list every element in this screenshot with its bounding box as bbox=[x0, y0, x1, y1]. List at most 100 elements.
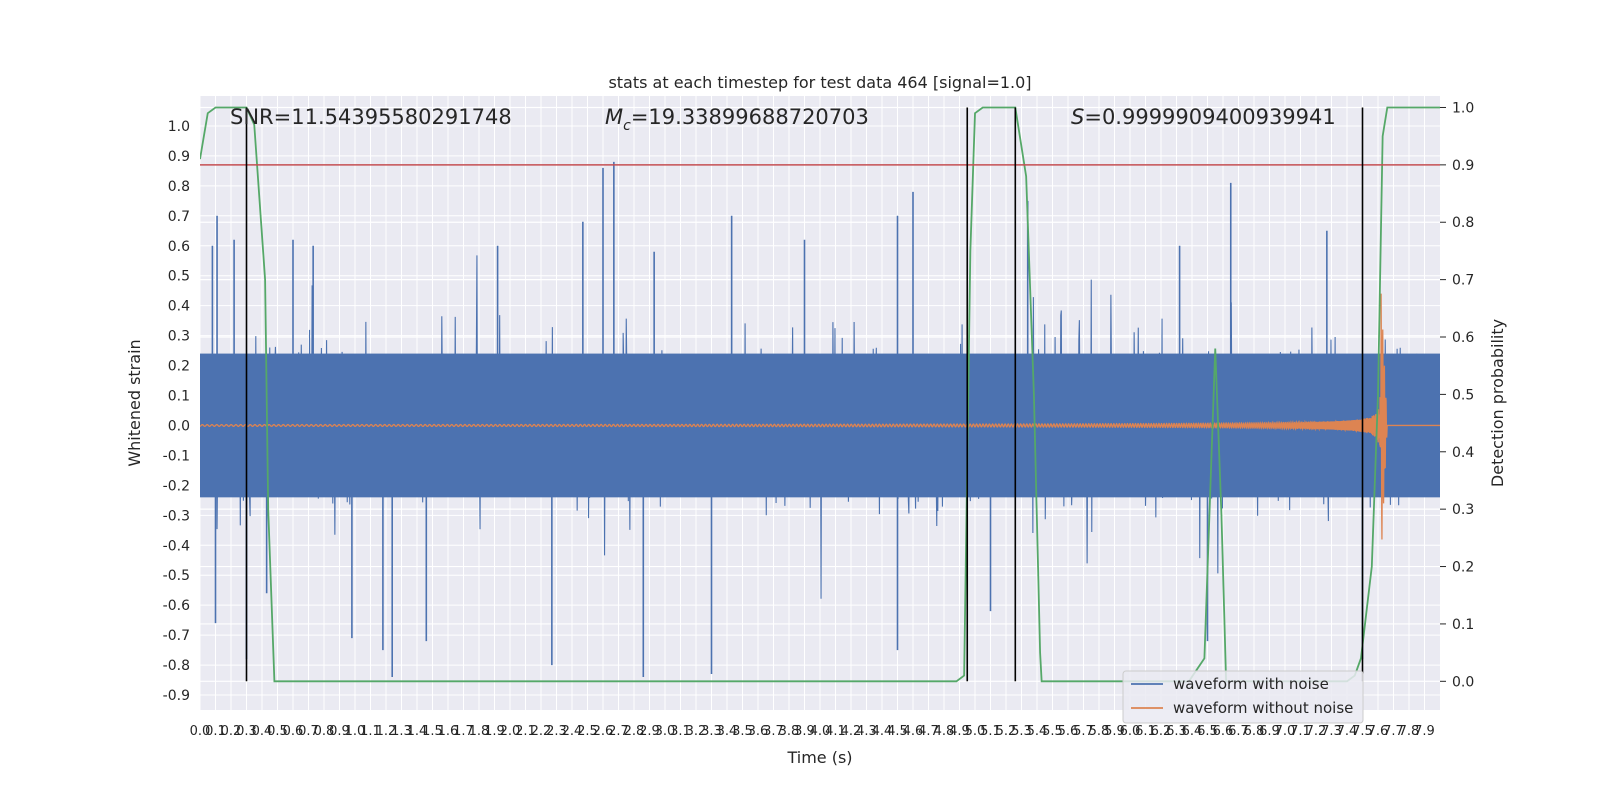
y-tick-label-left: 0.7 bbox=[168, 209, 190, 225]
x-tick-label: 4.5 bbox=[887, 724, 908, 739]
x-tick-label: 5.6 bbox=[1058, 724, 1079, 739]
y-tick-label-left: -0.5 bbox=[163, 568, 190, 584]
score-value: =0.9999909400939941 bbox=[1084, 105, 1335, 129]
x-tick-label: 2.6 bbox=[593, 724, 614, 739]
detection-probability-series bbox=[200, 106, 1440, 683]
legend-label-clean: waveform without noise bbox=[1173, 699, 1353, 717]
x-tick-label: 6.8 bbox=[1244, 724, 1265, 739]
x-tick-label: 5.9 bbox=[1104, 724, 1125, 739]
y-tick-label-left: -0.9 bbox=[163, 688, 190, 704]
x-tick-label: 0.8 bbox=[314, 724, 335, 739]
x-tick-label: 4.8 bbox=[934, 724, 955, 739]
y-tick-label-left: 0.8 bbox=[168, 179, 190, 195]
x-tick-label: 7.6 bbox=[1368, 724, 1389, 739]
x-tick-label: 2.4 bbox=[562, 724, 583, 739]
x-tick-label: 1.8 bbox=[469, 724, 490, 739]
x-tick-label: 2.2 bbox=[531, 724, 552, 739]
y-tick-label-right: 1.0 bbox=[1452, 100, 1474, 116]
x-tick-label: 6.6 bbox=[1213, 724, 1234, 739]
y-tick-label-left: -0.6 bbox=[163, 598, 190, 614]
x-tick-label: 2.5 bbox=[577, 724, 598, 739]
y-tick-label-left: -0.3 bbox=[163, 508, 190, 524]
x-tick-label: 0.0 bbox=[190, 724, 211, 739]
x-tick-label: 3.7 bbox=[763, 724, 784, 739]
y-tick-label-left: 0.2 bbox=[168, 359, 190, 375]
x-tick-label: 0.6 bbox=[283, 724, 304, 739]
y-tick-label-left: -0.4 bbox=[163, 538, 190, 554]
x-tick-label: 3.6 bbox=[748, 724, 769, 739]
x-tick-label: 4.4 bbox=[872, 724, 893, 739]
x-tick-label: 4.2 bbox=[841, 724, 862, 739]
x-tick-label: 5.3 bbox=[1011, 724, 1032, 739]
x-axis-ticks: 0.00.10.20.30.40.50.60.70.80.91.01.11.21… bbox=[190, 724, 1435, 739]
x-tick-label: 5.1 bbox=[980, 724, 1001, 739]
x-tick-label: 3.1 bbox=[670, 724, 691, 739]
y-tick-label-right: 0.2 bbox=[1452, 560, 1474, 576]
x-tick-label: 2.9 bbox=[639, 724, 660, 739]
x-tick-label: 1.6 bbox=[438, 724, 459, 739]
y-tick-label-left: 1.0 bbox=[168, 119, 190, 135]
x-tick-label: 5.7 bbox=[1073, 724, 1094, 739]
y-tick-label-left: 0.4 bbox=[168, 299, 190, 315]
score-annotation: S=0.9999909400939941 bbox=[1071, 105, 1336, 129]
score-symbol: S bbox=[1071, 105, 1084, 129]
x-tick-label: 2.7 bbox=[608, 724, 629, 739]
y-tick-label-left: 0.9 bbox=[168, 149, 190, 165]
x-tick-label: 3.0 bbox=[655, 724, 676, 739]
y-tick-label-right: 0.6 bbox=[1452, 330, 1474, 346]
x-tick-label: 0.1 bbox=[205, 724, 226, 739]
x-tick-label: 5.5 bbox=[1042, 724, 1063, 739]
x-tick-label: 6.9 bbox=[1259, 724, 1280, 739]
x-tick-label: 3.4 bbox=[717, 724, 738, 739]
chart-title: stats at each timestep for test data 464… bbox=[608, 73, 1031, 92]
y-axis-label-left: Whitened strain bbox=[125, 339, 144, 466]
x-tick-label: 7.7 bbox=[1383, 724, 1404, 739]
x-tick-label: 6.1 bbox=[1135, 724, 1156, 739]
y-tick-label-right: 0.8 bbox=[1452, 215, 1474, 231]
clean-waveform-series bbox=[200, 293, 1440, 540]
x-tick-label: 7.2 bbox=[1306, 724, 1327, 739]
y-tick-label-left: 0.1 bbox=[168, 389, 190, 405]
chirp-mass-value: =19.33899688720703 bbox=[631, 105, 869, 129]
x-tick-label: 7.5 bbox=[1352, 724, 1373, 739]
x-tick-label: 7.9 bbox=[1414, 724, 1435, 739]
x-tick-label: 6.0 bbox=[1120, 724, 1141, 739]
x-tick-label: 2.3 bbox=[546, 724, 567, 739]
x-tick-label: 5.0 bbox=[965, 724, 986, 739]
y-axis-right-ticks: 1.0 0.9 0.8 0.7 0.6 0.5 0.4 0.3 0.2 0.1 0.0 bbox=[1440, 100, 1474, 690]
y-tick-label-left: -0.1 bbox=[163, 448, 190, 464]
x-tick-label: 4.7 bbox=[918, 724, 939, 739]
x-tick-label: 3.5 bbox=[732, 724, 753, 739]
y-tick-label-right: 0.5 bbox=[1452, 387, 1474, 403]
y-tick-label-right: 0.1 bbox=[1452, 617, 1474, 633]
x-tick-label: 4.0 bbox=[810, 724, 831, 739]
x-tick-label: 0.2 bbox=[221, 724, 242, 739]
y-tick-label-right: 0.4 bbox=[1452, 445, 1474, 461]
chirp-mass-subscript: c bbox=[623, 118, 631, 134]
y-tick-label-left: 0.3 bbox=[168, 329, 190, 345]
y-axis-left-ticks: 1.0 0.9 0.8 0.7 0.6 0.5 0.4 0.3 0.2 0.1 0.0 -0.1 -0.… bbox=[163, 119, 190, 704]
x-tick-label: 6.2 bbox=[1151, 724, 1172, 739]
x-tick-label: 4.1 bbox=[825, 724, 846, 739]
y-tick-label-left: 0.0 bbox=[168, 418, 190, 434]
x-tick-label: 7.0 bbox=[1275, 724, 1296, 739]
x-tick-label: 4.3 bbox=[856, 724, 877, 739]
x-tick-label: 5.8 bbox=[1089, 724, 1110, 739]
clean-waveform-line bbox=[200, 293, 1440, 540]
legend-label-noise: waveform with noise bbox=[1173, 675, 1329, 693]
legend: waveform with noise waveform without noi… bbox=[1122, 670, 1364, 724]
y-tick-label-right: 0.7 bbox=[1452, 273, 1474, 289]
x-tick-label: 5.2 bbox=[996, 724, 1017, 739]
x-tick-label: 2.0 bbox=[500, 724, 521, 739]
x-tick-label: 6.4 bbox=[1182, 724, 1203, 739]
detection-probability-line bbox=[200, 106, 1440, 683]
x-tick-label: 0.3 bbox=[236, 724, 257, 739]
x-tick-label: 7.4 bbox=[1337, 724, 1358, 739]
x-tick-label: 3.8 bbox=[779, 724, 800, 739]
x-tick-label: 7.8 bbox=[1399, 724, 1420, 739]
x-tick-label: 0.4 bbox=[252, 724, 273, 739]
x-tick-label: 6.3 bbox=[1166, 724, 1187, 739]
x-tick-label: 6.5 bbox=[1197, 724, 1218, 739]
x-tick-label: 1.7 bbox=[453, 724, 474, 739]
